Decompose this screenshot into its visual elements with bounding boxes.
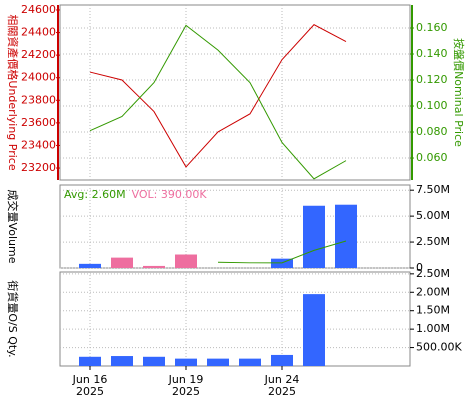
tick-label: 23800 — [21, 93, 56, 106]
tick-label: 23200 — [21, 161, 56, 174]
tick-label: 0 — [416, 261, 423, 274]
tick-label: 24400 — [21, 26, 56, 39]
bar — [271, 258, 293, 268]
tick-label: 0.160 — [416, 21, 448, 34]
bar — [303, 205, 325, 268]
tick-label: 24000 — [21, 71, 56, 84]
bar — [335, 204, 357, 268]
tick-label: 23400 — [21, 138, 56, 151]
tick-label: 24600 — [21, 3, 56, 16]
legend-entry: VOL: 390.00K — [132, 188, 208, 201]
tick-label: 0.140 — [416, 47, 448, 60]
tick-label: 5.00M — [416, 209, 450, 222]
tick-label: 2.50M — [416, 267, 450, 280]
line — [89, 24, 347, 180]
tick-label: 1.00M — [416, 322, 450, 335]
bar — [239, 358, 261, 366]
y-axis-label: 相關資產價格Underlying Price — [6, 14, 20, 170]
tick-label: 2.50M — [416, 235, 450, 248]
tick-label: 7.50M — [416, 183, 450, 196]
bar — [79, 356, 101, 366]
tick-label: 0.120 — [416, 73, 448, 86]
x-tick-year: 2025 — [268, 385, 296, 398]
x-tick-label: Jun 19 — [168, 373, 204, 386]
legend-entry: Avg: 2.60M — [64, 188, 126, 201]
tick-label: 500.00K — [416, 341, 462, 354]
bar — [79, 263, 101, 268]
bar — [175, 254, 197, 268]
tick-label: 0.080 — [416, 125, 448, 138]
y-axis-label: 街貨量O/S Qty. — [6, 280, 20, 357]
x-tick-label: Jun 16 — [72, 373, 108, 386]
panel — [59, 4, 411, 181]
bar — [111, 257, 133, 268]
tick-label: 23600 — [21, 116, 56, 129]
x-tick-year: 2025 — [76, 385, 104, 398]
bar — [303, 294, 325, 366]
bar — [143, 265, 165, 268]
tick-label: 0.060 — [416, 151, 448, 164]
panel — [59, 271, 411, 367]
y2-axis-label: 按盤價Nominal Price — [452, 38, 466, 147]
x-tick-label: Jun 24 — [264, 373, 300, 386]
tick-label: 24200 — [21, 48, 56, 61]
tick-label: 1.50M — [416, 304, 450, 317]
bar — [175, 358, 197, 366]
line — [89, 24, 347, 168]
bar — [271, 354, 293, 366]
bar — [207, 358, 229, 366]
bar — [143, 356, 165, 366]
bar — [111, 356, 133, 366]
x-tick-year: 2025 — [172, 385, 200, 398]
y-axis-label: 成交量Volume — [6, 190, 20, 264]
line — [217, 240, 347, 264]
tick-label: 0.100 — [416, 99, 448, 112]
tick-label: 2.00M — [416, 285, 450, 298]
